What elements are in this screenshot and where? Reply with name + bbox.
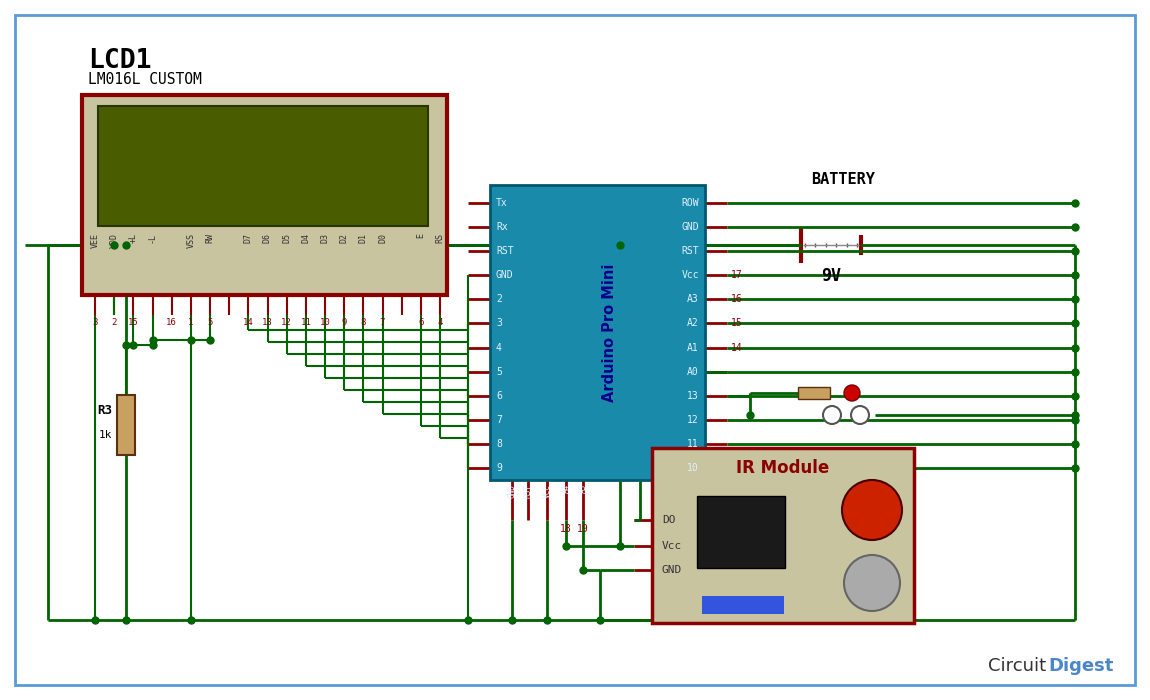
- Text: 10: 10: [688, 463, 699, 473]
- Text: D6: D6: [263, 233, 273, 243]
- Text: A2: A2: [688, 318, 699, 328]
- Bar: [702, 596, 784, 614]
- Text: 5: 5: [207, 318, 213, 327]
- Circle shape: [844, 385, 860, 401]
- Text: 1k: 1k: [99, 430, 112, 440]
- Text: GND: GND: [662, 565, 682, 575]
- Text: 14: 14: [243, 318, 254, 327]
- Text: Tx: Tx: [496, 198, 508, 208]
- Text: D5: D5: [282, 233, 291, 243]
- Text: +L: +L: [129, 233, 138, 243]
- Text: 15: 15: [731, 318, 743, 328]
- Text: 12: 12: [282, 318, 292, 327]
- Circle shape: [851, 406, 869, 424]
- Text: RW: RW: [206, 233, 215, 243]
- Text: LCD1: LCD1: [89, 48, 152, 74]
- Text: 9V: 9V: [821, 267, 841, 285]
- Text: 11: 11: [300, 318, 312, 327]
- Text: GND: GND: [681, 222, 699, 232]
- Text: 2: 2: [112, 318, 117, 327]
- Circle shape: [842, 480, 902, 540]
- Text: LM016L CUSTOM: LM016L CUSTOM: [89, 72, 201, 87]
- Text: 9: 9: [342, 318, 347, 327]
- Text: D0: D0: [378, 233, 388, 243]
- Circle shape: [823, 406, 841, 424]
- Text: IR Module: IR Module: [736, 459, 829, 477]
- Text: 3: 3: [92, 318, 98, 327]
- Text: 16: 16: [167, 318, 177, 327]
- Text: GND: GND: [507, 484, 516, 498]
- Text: ROW: ROW: [681, 198, 699, 208]
- Text: 9: 9: [496, 463, 501, 473]
- Text: A0: A0: [688, 367, 699, 377]
- Text: Digest: Digest: [1048, 657, 1113, 675]
- Text: RST: RST: [523, 484, 532, 498]
- Text: 2: 2: [496, 295, 501, 304]
- Text: 1: 1: [189, 318, 193, 327]
- Text: 15: 15: [128, 318, 139, 327]
- Text: 16: 16: [731, 295, 743, 304]
- Text: D3: D3: [321, 233, 330, 243]
- Text: Circuit: Circuit: [988, 657, 1046, 675]
- Text: 5: 5: [496, 367, 501, 377]
- Text: A5: A5: [578, 484, 588, 494]
- Text: A4: A4: [561, 484, 570, 494]
- Text: VEE: VEE: [91, 233, 100, 248]
- Text: Vcc: Vcc: [662, 541, 682, 551]
- Text: 11: 11: [688, 439, 699, 449]
- Text: 13: 13: [688, 391, 699, 400]
- Text: 19: 19: [577, 524, 589, 534]
- Text: 12: 12: [688, 415, 699, 425]
- Text: 14: 14: [731, 342, 743, 353]
- Text: 8: 8: [361, 318, 366, 327]
- Bar: [98, 106, 428, 226]
- Text: R3: R3: [97, 403, 112, 416]
- Text: A1: A1: [688, 342, 699, 353]
- Text: A3: A3: [688, 295, 699, 304]
- Bar: [798, 387, 830, 399]
- Text: GND: GND: [496, 270, 514, 280]
- Text: 6: 6: [496, 391, 501, 400]
- Circle shape: [844, 555, 900, 611]
- Text: D7: D7: [244, 233, 253, 243]
- Text: BATTERY: BATTERY: [811, 172, 875, 187]
- Text: RS: RS: [436, 233, 445, 243]
- Text: 4: 4: [437, 318, 443, 327]
- Text: Arduino Pro Mini: Arduino Pro Mini: [601, 263, 618, 402]
- Text: 6: 6: [419, 318, 423, 327]
- Text: RST: RST: [496, 246, 514, 256]
- Bar: [82, 95, 447, 295]
- Bar: [697, 496, 785, 568]
- Text: E: E: [416, 233, 426, 238]
- Text: VSS: VSS: [186, 233, 196, 248]
- Text: D4: D4: [301, 233, 310, 243]
- Bar: [652, 448, 914, 623]
- Text: 17: 17: [731, 270, 743, 280]
- Text: 7: 7: [496, 415, 501, 425]
- Text: -L: -L: [148, 233, 158, 243]
- Text: Vcc: Vcc: [681, 270, 699, 280]
- Bar: [490, 185, 705, 480]
- Text: VCC: VCC: [543, 484, 552, 498]
- Text: 7: 7: [380, 318, 385, 327]
- Text: Rx: Rx: [496, 222, 508, 232]
- Text: 4: 4: [496, 342, 501, 353]
- Text: 8: 8: [496, 439, 501, 449]
- Text: 10: 10: [320, 318, 330, 327]
- Text: 18: 18: [560, 524, 572, 534]
- Text: D1: D1: [359, 233, 368, 243]
- Text: VDD: VDD: [109, 233, 118, 248]
- Text: D2: D2: [339, 233, 348, 243]
- Text: RST: RST: [681, 246, 699, 256]
- Text: 3: 3: [496, 318, 501, 328]
- Text: 13: 13: [262, 318, 273, 327]
- Text: DO: DO: [662, 515, 675, 525]
- Bar: [117, 395, 135, 455]
